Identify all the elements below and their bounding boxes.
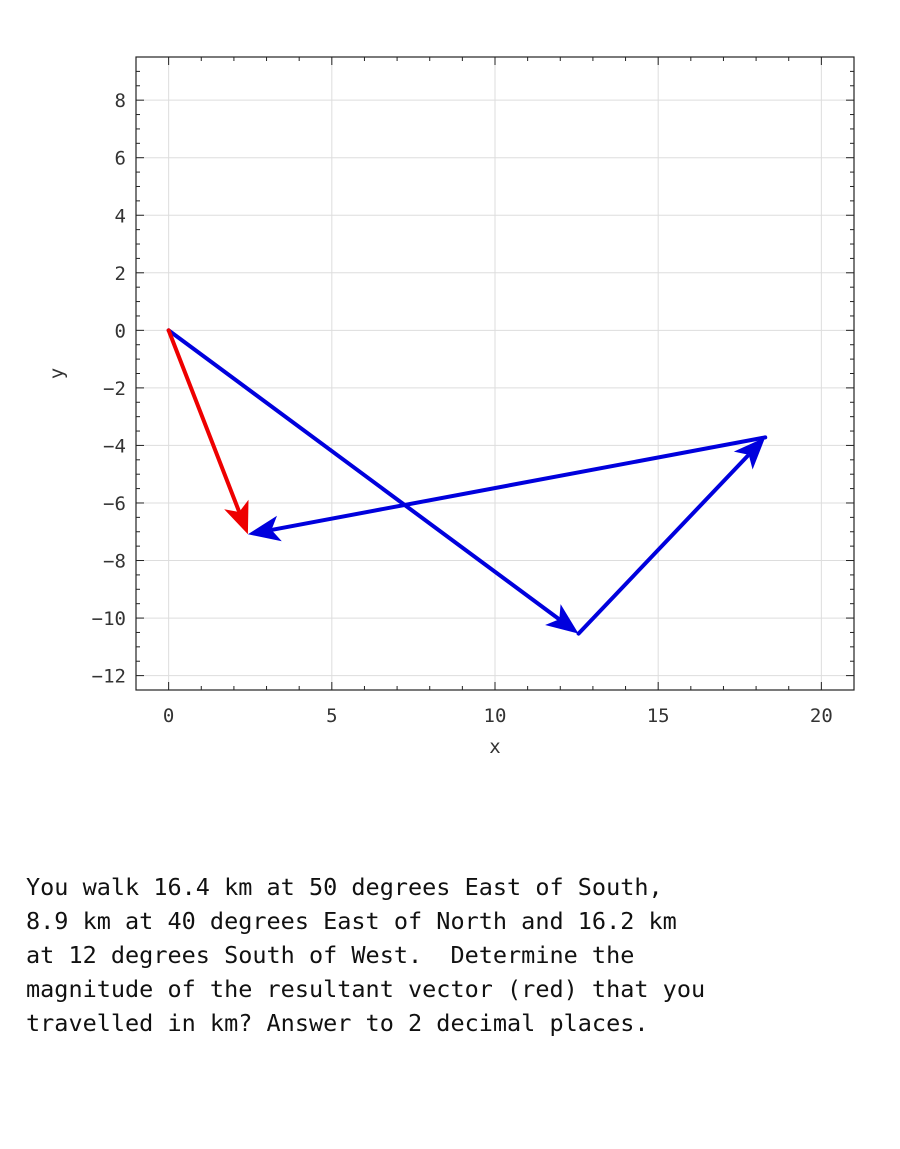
- x-tick-label: 20: [810, 705, 833, 727]
- y-tick-label: −8: [103, 551, 126, 573]
- vector-arrowhead: [224, 499, 249, 535]
- question-line: You walk 16.4 km at 50 degrees East of S…: [26, 873, 663, 901]
- y-axis-label: y: [46, 368, 68, 379]
- vector-shaft: [166, 328, 560, 621]
- question-line: at 12 degrees South of West. Determine t…: [26, 941, 635, 969]
- y-tick-label: 6: [115, 148, 126, 170]
- y-tick-label: −2: [103, 378, 126, 400]
- vector-chart: 0 5 10 15 20 −12 −10 −8 −6 −4 −2 0 2 4 6 8 x y: [46, 56, 855, 758]
- question-line: 8.9 km at 40 degrees East of North and 1…: [26, 907, 677, 935]
- displacement-vector: [247, 435, 768, 542]
- y-tick-label: −12: [92, 666, 126, 688]
- y-tick-label: 4: [115, 205, 126, 227]
- displacement-vector: [576, 437, 766, 636]
- x-tick-label: 0: [163, 705, 174, 727]
- y-tick-label: 2: [115, 263, 126, 285]
- grid: [136, 57, 854, 690]
- y-tick-label: −6: [103, 493, 126, 515]
- y-tick-label: 0: [115, 320, 126, 342]
- vector-arrowhead: [733, 437, 766, 470]
- y-tick-label: −4: [103, 435, 126, 457]
- y-tick-label: −10: [92, 608, 126, 630]
- resultant-vector: [166, 328, 249, 535]
- vector-arrowhead: [247, 515, 282, 542]
- vector-shaft: [166, 328, 241, 513]
- vector-shaft: [271, 435, 768, 532]
- x-axis-label: x: [489, 736, 500, 758]
- vectors: [166, 328, 768, 636]
- question-text: You walk 16.4 km at 50 degrees East of S…: [26, 870, 886, 1040]
- vector-shaft: [576, 454, 750, 636]
- axis-ticks: [135, 56, 855, 691]
- displacement-vector: [166, 328, 579, 634]
- vector-arrowhead: [545, 604, 579, 634]
- y-tick-label: 8: [115, 90, 126, 112]
- question-line: magnitude of the resultant vector (red) …: [26, 975, 706, 1003]
- question-line: travelled in km? Answer to 2 decimal pla…: [26, 1009, 649, 1037]
- x-tick-label: 15: [647, 705, 670, 727]
- tick-labels: 0 5 10 15 20 −12 −10 −8 −6 −4 −2 0 2 4 6 8: [92, 90, 833, 727]
- plot-frame: [135, 56, 855, 691]
- x-tick-label: 5: [326, 705, 337, 727]
- x-tick-label: 10: [484, 705, 507, 727]
